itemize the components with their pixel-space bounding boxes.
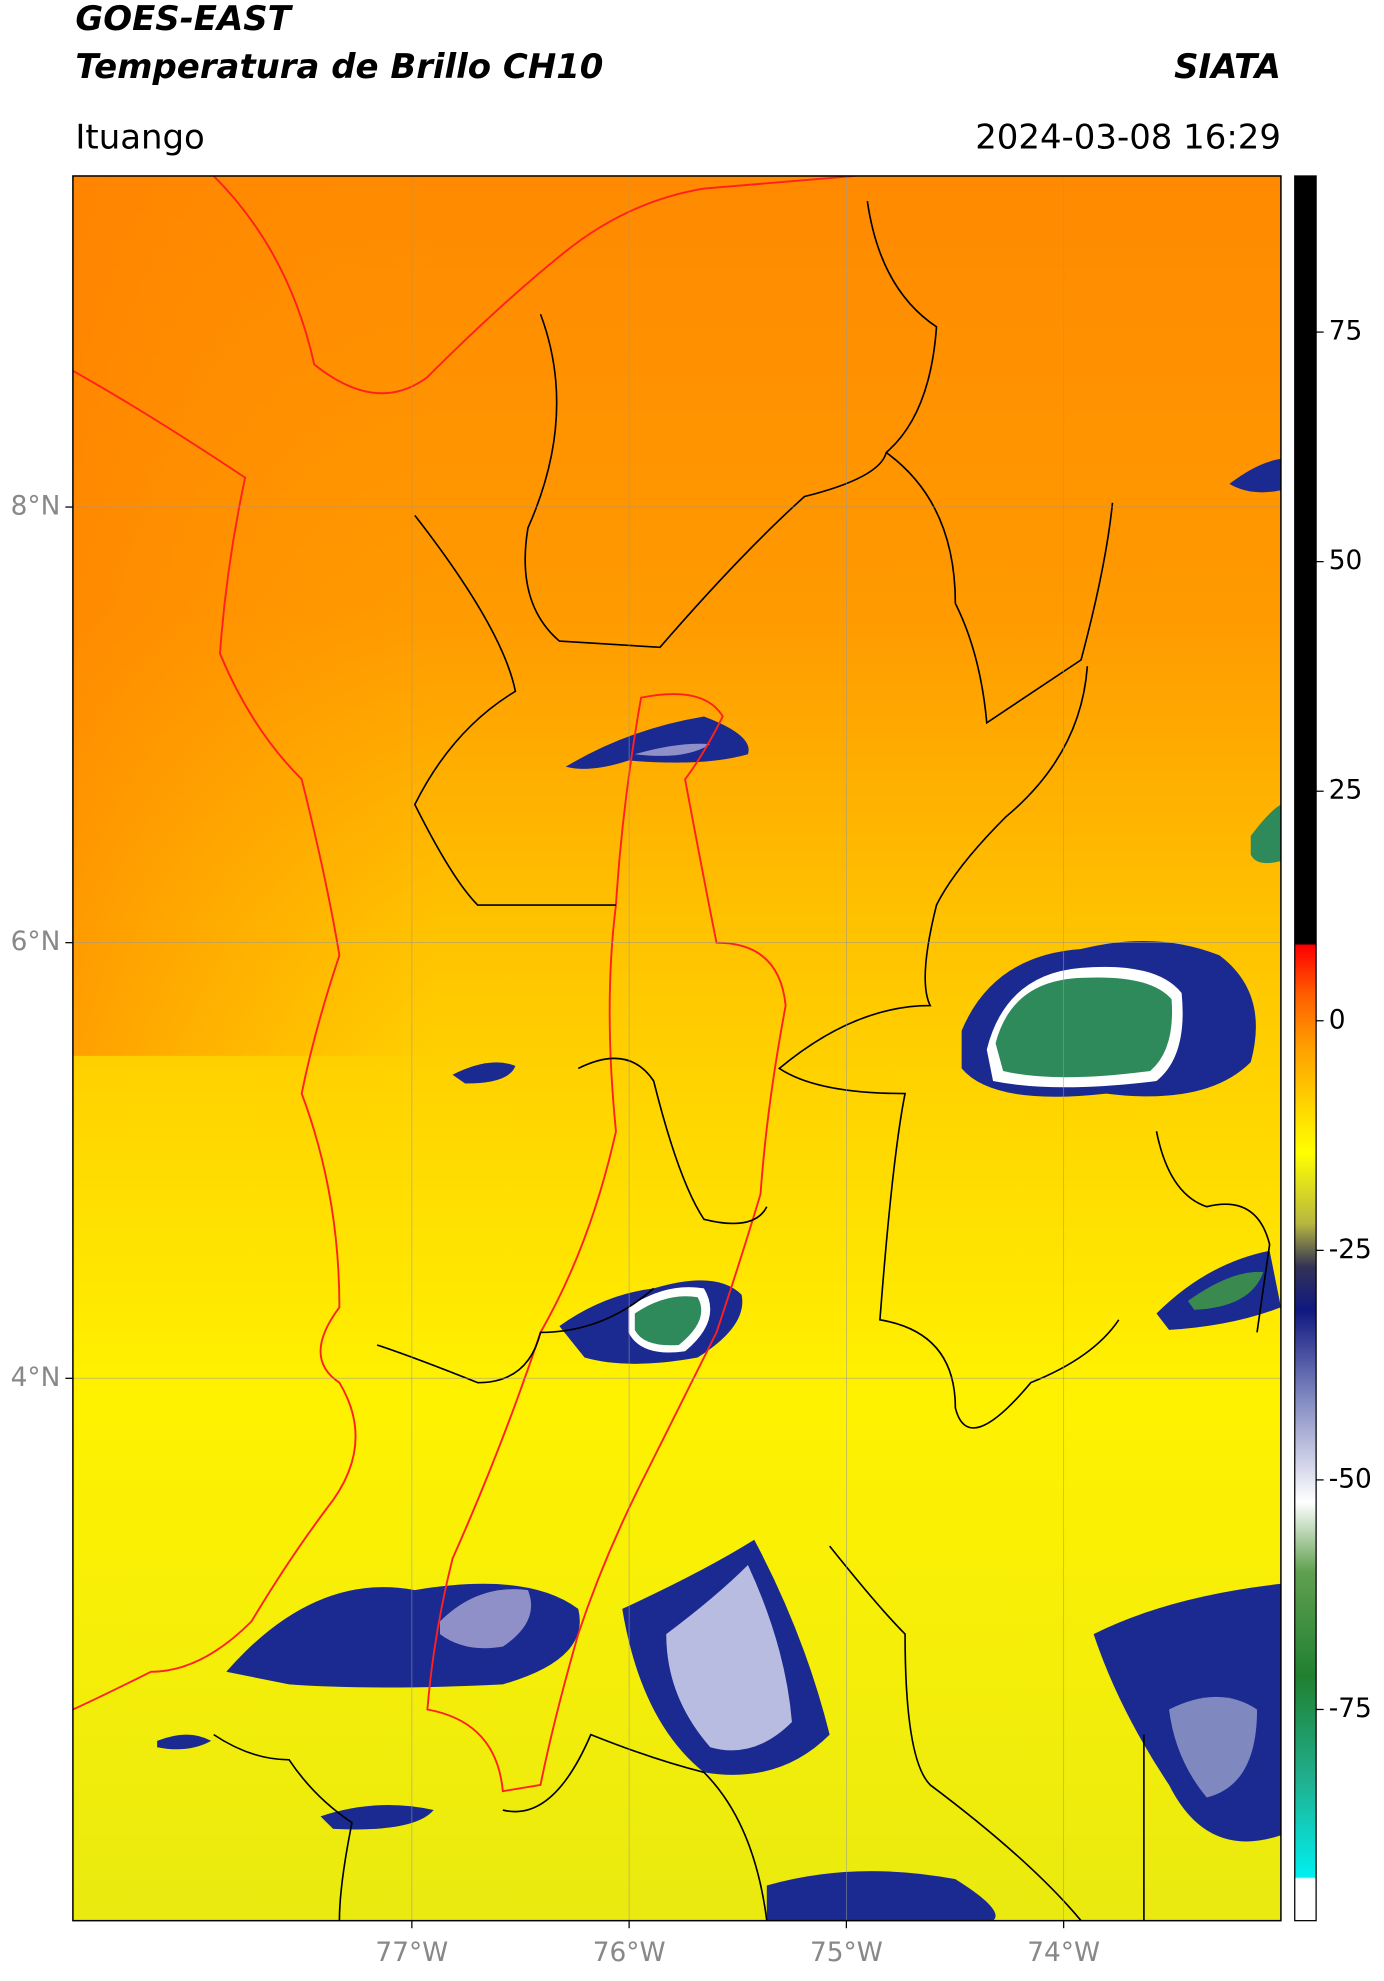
colorbar-tick-label: 0 xyxy=(1329,1005,1346,1035)
grid xyxy=(72,175,1281,1921)
map-image xyxy=(72,175,1281,1921)
cloud-cells xyxy=(157,458,1281,1921)
colorbar-tick-label: 50 xyxy=(1329,546,1363,576)
datetime: 2024-03-08 16:29 xyxy=(975,118,1281,157)
colorbar-tick-label: 75 xyxy=(1329,317,1363,347)
brand: SIATA xyxy=(1174,48,1281,87)
x-tick-label: 75°W xyxy=(810,1938,883,1968)
colorbar xyxy=(1294,175,1317,1922)
map-frame xyxy=(72,175,1282,1922)
x-tick-label: 77°W xyxy=(375,1938,448,1968)
y-tick-label: 4°N xyxy=(11,1363,61,1393)
map-ocean-shade xyxy=(72,175,1281,1056)
colorbar-tick-label: -50 xyxy=(1329,1464,1372,1494)
title: GOES-EAST xyxy=(75,0,293,39)
location: Ituango xyxy=(75,118,204,157)
y-tick-label: 6°N xyxy=(11,927,61,957)
colorbar-tick-label: -75 xyxy=(1329,1694,1372,1724)
colorbar-tick-label: 25 xyxy=(1329,776,1363,806)
y-tick-label: 8°N xyxy=(11,492,61,522)
x-tick-label: 74°W xyxy=(1027,1938,1100,1968)
boundaries xyxy=(72,175,1271,1921)
colorbar-tick-label: -25 xyxy=(1329,1235,1372,1265)
x-tick-label: 76°W xyxy=(593,1938,666,1968)
subtitle: Temperatura de Brillo CH10 xyxy=(75,48,603,87)
